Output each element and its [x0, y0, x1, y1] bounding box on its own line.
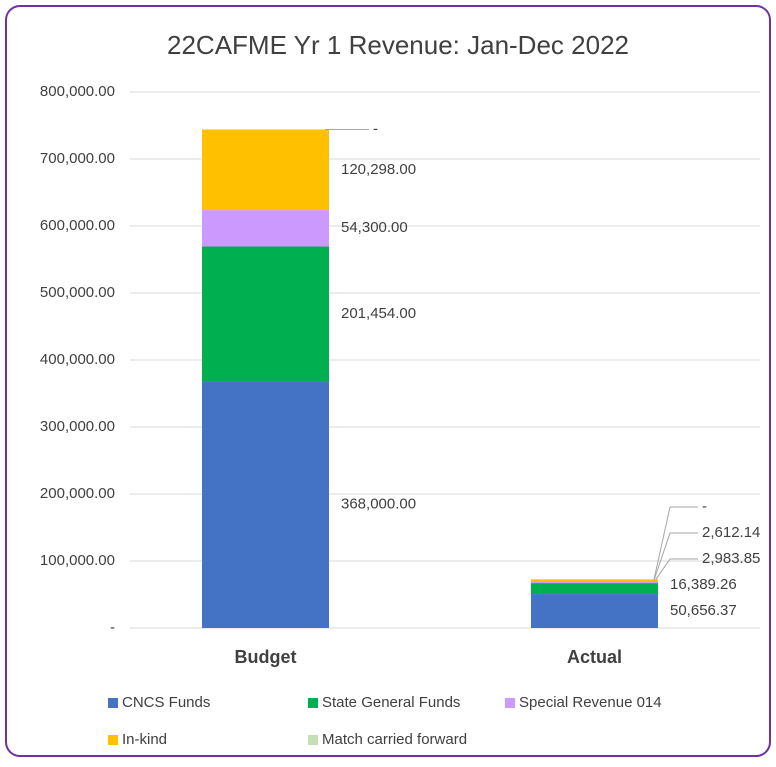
- chart-title: 22CAFME Yr 1 Revenue: Jan-Dec 2022: [167, 30, 629, 60]
- legend-label: In-kind: [122, 731, 167, 748]
- x-tick-label: Actual: [567, 647, 622, 667]
- legend-label: State General Funds: [322, 694, 460, 711]
- data-label: 2,612.14: [702, 524, 760, 541]
- y-tick-label: 700,000.00: [40, 150, 115, 167]
- data-label: -: [373, 120, 378, 137]
- legend-swatch: [108, 735, 118, 745]
- bar-segment: [202, 210, 329, 247]
- y-tick-label: 800,000.00: [40, 83, 115, 100]
- bar-segment: [531, 594, 658, 628]
- chart-border: [5, 5, 771, 757]
- y-tick-label: 500,000.00: [40, 284, 115, 301]
- data-label: 120,298.00: [341, 161, 416, 178]
- y-tick-label: 100,000.00: [40, 552, 115, 569]
- x-tick-label: Budget: [235, 647, 297, 667]
- data-label: -: [702, 498, 707, 515]
- data-label: 368,000.00: [341, 496, 416, 513]
- bar-segment: [531, 583, 658, 595]
- data-label: 54,300.00: [341, 219, 408, 236]
- y-tick-label: 200,000.00: [40, 485, 115, 502]
- y-tick-label: 600,000.00: [40, 217, 115, 234]
- data-label: 201,454.00: [341, 305, 416, 322]
- leader-line: [653, 506, 698, 580]
- legend-label: Special Revenue 014: [519, 694, 662, 711]
- y-tick-label: 400,000.00: [40, 351, 115, 368]
- bar-segment: [202, 381, 329, 628]
- bar-segment: [202, 246, 329, 382]
- y-tick-label: -: [110, 619, 115, 636]
- data-label: 16,389.26: [670, 576, 737, 593]
- leader-line: [653, 532, 698, 581]
- bar-segment: [531, 579, 658, 582]
- legend-swatch: [505, 698, 515, 708]
- legend-swatch: [108, 698, 118, 708]
- leader-line: [653, 558, 698, 583]
- bar-segment: [531, 581, 658, 584]
- legend-swatch: [308, 735, 318, 745]
- legend-swatch: [308, 698, 318, 708]
- legend-label: CNCS Funds: [122, 694, 210, 711]
- data-label: 50,656.37: [670, 602, 737, 619]
- data-label: 2,983.85: [702, 550, 760, 567]
- bar-segment: [202, 129, 329, 211]
- legend-label: Match carried forward: [322, 731, 467, 748]
- y-tick-label: 300,000.00: [40, 418, 115, 435]
